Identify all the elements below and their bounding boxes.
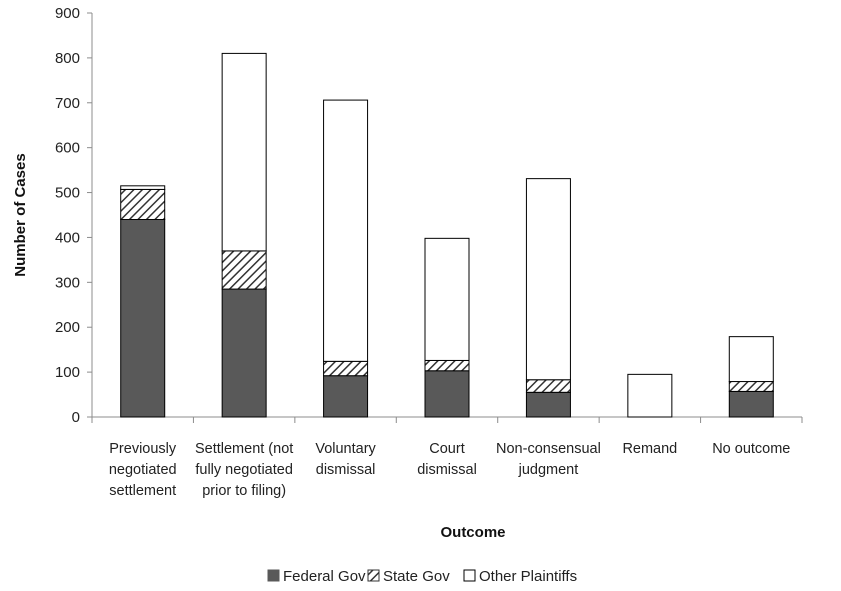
- bar-segment-state-gov: [525, 379, 571, 393]
- bar-segment-state-gov: [323, 360, 369, 377]
- x-tick-label: Non-consensual judgment: [496, 441, 601, 478]
- bar-segment-other-plaintiffs: [627, 373, 673, 418]
- y-tick-label: 500: [55, 185, 80, 202]
- bar-segment-other-plaintiffs: [221, 52, 267, 252]
- y-tick-label: 0: [72, 409, 80, 426]
- legend-item: Federal Gov: [267, 568, 366, 585]
- bars-group: [120, 52, 774, 418]
- y-tick-label: 900: [55, 5, 80, 22]
- legend-swatch: [463, 569, 476, 582]
- bar-segment-federal-gov: [525, 391, 571, 418]
- y-tick-label: 600: [55, 140, 80, 157]
- y-tick-label: 800: [55, 50, 80, 67]
- bar-segment-other-plaintiffs: [728, 336, 774, 383]
- bar-segment-other-plaintiffs: [525, 178, 571, 381]
- bar-segment-state-gov: [424, 359, 470, 372]
- category-labels: Previously negotiated settlement Settlement…: [109, 441, 791, 499]
- legend: Federal Gov State Gov Other Plaintiffs: [267, 568, 577, 585]
- x-tick-label: Court dismissal: [417, 441, 477, 478]
- x-tick-label: Settlement (not fully negotiated prior to …: [195, 441, 293, 499]
- y-tick-label: 100: [55, 364, 80, 381]
- bar-segment-state-gov: [221, 250, 267, 290]
- y-tick-label: 300: [55, 274, 80, 291]
- bar-segment-federal-gov: [120, 218, 166, 418]
- legend-label: Other Plaintiffs: [479, 568, 577, 585]
- legend-swatch: [367, 569, 380, 582]
- legend-item: Other Plaintiffs: [463, 568, 577, 585]
- legend-label: Federal Gov: [283, 568, 366, 585]
- y-axis: 0 100 200 300 400 500 600 700 800 900: [55, 5, 93, 426]
- legend-label: State Gov: [383, 568, 450, 585]
- y-tick-label: 700: [55, 95, 80, 112]
- x-tick-label: No outcome: [712, 441, 790, 457]
- y-tick-label: 200: [55, 319, 80, 336]
- bar-segment-state-gov: [728, 381, 774, 392]
- x-axis: [91, 416, 803, 423]
- legend-item: State Gov: [367, 568, 450, 585]
- bar-segment-federal-gov: [424, 370, 470, 418]
- bar-segment-other-plaintiffs: [120, 185, 166, 190]
- bar-segment-other-plaintiffs: [424, 237, 470, 361]
- x-tick-label: Voluntary dismissal: [315, 441, 376, 478]
- x-tick-label: Previously negotiated settlement: [109, 441, 177, 499]
- y-axis-title: Number of Cases: [12, 153, 29, 276]
- x-tick-label: Remand: [622, 441, 677, 457]
- bar-segment-other-plaintiffs: [323, 99, 369, 362]
- bar-segment-federal-gov: [221, 288, 267, 418]
- legend-swatch: [267, 569, 280, 582]
- bar-segment-federal-gov: [728, 390, 774, 418]
- bar-segment-state-gov: [120, 188, 166, 220]
- bar-segment-federal-gov: [323, 375, 369, 418]
- x-axis-title: Outcome: [440, 524, 505, 541]
- y-tick-label: 400: [55, 229, 80, 246]
